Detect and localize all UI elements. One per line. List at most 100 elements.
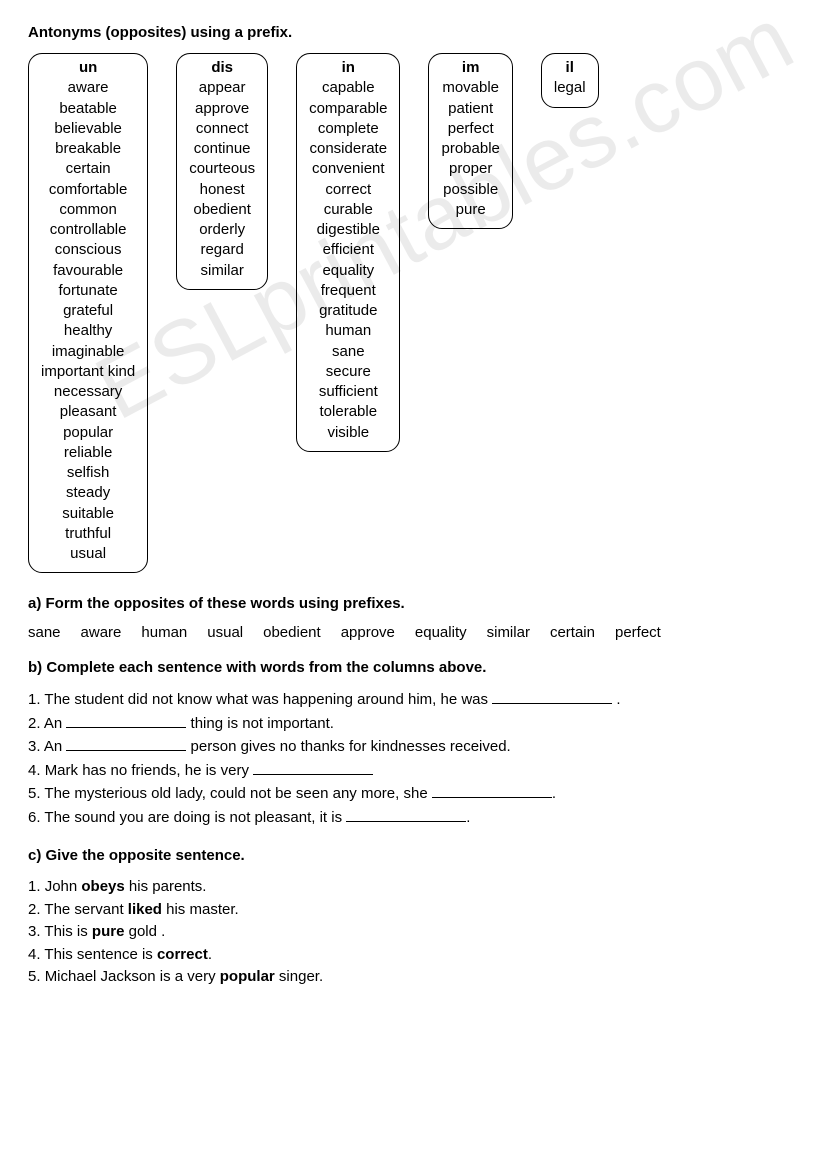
prefix-boxes-row: unawarebeatablebelievablebreakablecertai… — [28, 53, 793, 573]
prefix-box-word: selfish — [41, 463, 135, 483]
prefix-box-word: human — [309, 321, 387, 341]
line-number: 2. — [28, 901, 44, 918]
line-text-post: thing is not important. — [186, 715, 334, 732]
prefix-box-word: gratitude — [309, 301, 387, 321]
line-number: 3. — [28, 923, 44, 940]
line-text-pre: The mysterious old lady, could not be se… — [44, 785, 431, 802]
prefix-box-word: steady — [41, 483, 135, 503]
sentence-line: 5. Michael Jackson is a very popular sin… — [28, 966, 793, 989]
line-text-post: . — [552, 785, 556, 802]
exercise-word: equality — [415, 624, 467, 641]
prefix-box-word: digestible — [309, 220, 387, 240]
prefix-box-word: proper — [441, 159, 499, 179]
prefix-box: immovablepatientperfectprobableproperpos… — [428, 53, 512, 229]
line-text-pre: An — [44, 715, 67, 732]
prefix-box-word: capable — [309, 78, 387, 98]
prefix-box-word: obedient — [189, 200, 255, 220]
sentence-line: 6. The sound you are doing is not pleasa… — [28, 806, 793, 830]
line-number: 3. — [28, 738, 44, 755]
blank[interactable] — [253, 759, 373, 775]
bold-word: obeys — [81, 878, 124, 895]
line-text-pre: Mark has no friends, he is very — [45, 762, 253, 779]
bold-word: popular — [220, 968, 275, 985]
blank[interactable] — [66, 712, 186, 728]
prefix-box-word: continue — [189, 139, 255, 159]
prefix-box-word: sane — [309, 342, 387, 362]
section-a-head: a) Form the opposites of these words usi… — [28, 595, 793, 612]
prefix-box-head: im — [441, 58, 499, 78]
section-b-sentences: 1. The student did not know what was hap… — [28, 688, 793, 829]
sentence-line: 3. An person gives no thanks for kindnes… — [28, 735, 793, 759]
line-text-pre: An — [44, 738, 67, 755]
prefix-box-word: reliable — [41, 443, 135, 463]
line-number: 1. — [28, 878, 45, 895]
prefix-box-word: imaginable — [41, 342, 135, 362]
sentence-line: 2. The servant liked his master. — [28, 899, 793, 922]
prefix-box-word: controllable — [41, 220, 135, 240]
line-text: . — [208, 946, 212, 963]
line-number: 2. — [28, 715, 44, 732]
prefix-box-word: tolerable — [309, 402, 387, 422]
sentence-line: 3. This is pure gold . — [28, 921, 793, 944]
sentence-line: 4. This sentence is correct. — [28, 944, 793, 967]
prefix-box-head: il — [554, 58, 586, 78]
prefix-box: illegal — [541, 53, 599, 108]
prefix-box-word: similar — [189, 261, 255, 281]
prefix-box-word: common — [41, 200, 135, 220]
line-number: 4. — [28, 946, 44, 963]
bold-word: correct — [157, 946, 208, 963]
prefix-box-word: breakable — [41, 139, 135, 159]
prefix-box-word: comparable — [309, 99, 387, 119]
prefix-box-word: conscious — [41, 240, 135, 260]
prefix-box-word: movable — [441, 78, 499, 98]
prefix-box-word: important kind — [41, 362, 135, 382]
line-number: 6. — [28, 809, 44, 826]
prefix-box-word: comfortable — [41, 180, 135, 200]
line-text-pre: The sound you are doing is not pleasant,… — [44, 809, 346, 826]
prefix-box-word: beatable — [41, 99, 135, 119]
prefix-box-word: considerate — [309, 139, 387, 159]
line-number: 1. — [28, 691, 44, 708]
blank[interactable] — [432, 782, 552, 798]
line-text-post: . — [612, 691, 620, 708]
section-a-words: saneawarehumanusualobedientapproveequali… — [28, 624, 793, 641]
prefix-box-word: orderly — [189, 220, 255, 240]
prefix-box-word: approve — [189, 99, 255, 119]
prefix-box-word: complete — [309, 119, 387, 139]
line-text: gold . — [124, 923, 165, 940]
prefix-box-word: grateful — [41, 301, 135, 321]
line-text-pre: The student did not know what was happen… — [44, 691, 492, 708]
prefix-box-word: popular — [41, 423, 135, 443]
sentence-line: 5. The mysterious old lady, could not be… — [28, 782, 793, 806]
prefix-box-word: courteous — [189, 159, 255, 179]
exercise-word: obedient — [263, 624, 321, 641]
section-c-sentences: 1. John obeys his parents.2. The servant… — [28, 876, 793, 989]
prefix-box-word: honest — [189, 180, 255, 200]
prefix-box-word: regard — [189, 240, 255, 260]
exercise-word: human — [141, 624, 187, 641]
section-b-head: b) Complete each sentence with words fro… — [28, 659, 793, 676]
prefix-box-word: fortunate — [41, 281, 135, 301]
prefix-box-word: perfect — [441, 119, 499, 139]
line-text: singer. — [275, 968, 323, 985]
blank[interactable] — [66, 735, 186, 751]
prefix-box-word: possible — [441, 180, 499, 200]
prefix-box-word: patient — [441, 99, 499, 119]
prefix-box-word: secure — [309, 362, 387, 382]
exercise-word: sane — [28, 624, 61, 641]
exercise-word: aware — [81, 624, 122, 641]
prefix-box: unawarebeatablebelievablebreakablecertai… — [28, 53, 148, 573]
sentence-line: 1. John obeys his parents. — [28, 876, 793, 899]
line-number: 5. — [28, 968, 45, 985]
prefix-box: disappearapproveconnectcontinuecourteous… — [176, 53, 268, 290]
line-text: Michael Jackson is a very — [45, 968, 220, 985]
line-number: 5. — [28, 785, 44, 802]
prefix-box-word: correct — [309, 180, 387, 200]
line-text: This is — [44, 923, 92, 940]
prefix-box-word: efficient — [309, 240, 387, 260]
prefix-box-word: suitable — [41, 504, 135, 524]
exercise-word: usual — [207, 624, 243, 641]
blank[interactable] — [492, 688, 612, 704]
prefix-box-word: sufficient — [309, 382, 387, 402]
blank[interactable] — [346, 806, 466, 822]
